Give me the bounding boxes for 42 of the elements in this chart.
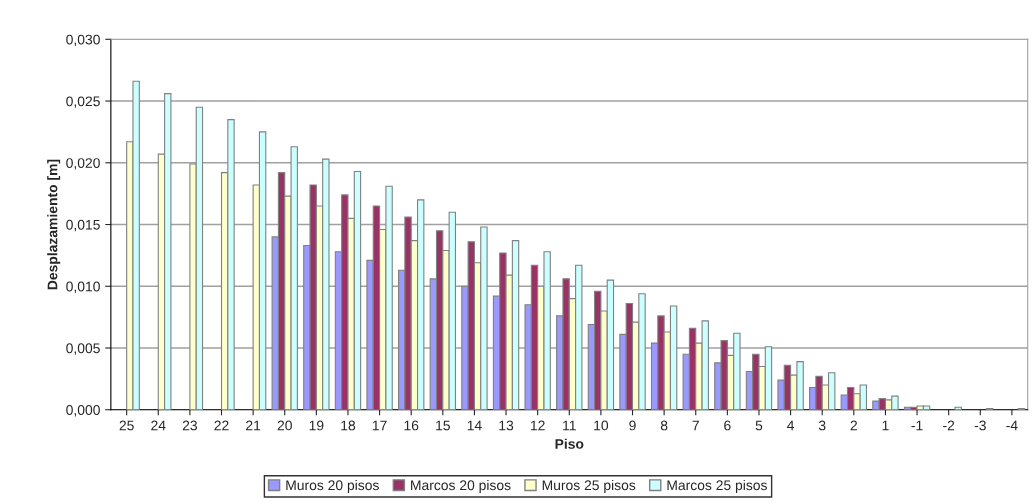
x-tick-label: 9: [629, 420, 636, 431]
x-tick-label: 19: [309, 420, 324, 431]
x-tick-label: 4: [787, 420, 795, 431]
y-axis-title: Desplazamiento [m]: [47, 159, 61, 290]
x-tick-label: 15: [436, 420, 450, 431]
x-tick-label: 10: [594, 420, 609, 431]
x-tick-label: 21: [246, 420, 261, 431]
x-tick-label: 20: [277, 420, 292, 431]
x-tick-label: 23: [182, 420, 198, 431]
x-tick-label: 17: [372, 420, 387, 431]
x-tick-label: 16: [404, 420, 419, 431]
y-tick-label: 0,020: [66, 158, 100, 170]
y-tick-label: 0,005: [66, 343, 100, 355]
x-tick-label: 7: [692, 420, 699, 431]
x-tick-label: -1: [911, 420, 923, 431]
x-tick-label: 18: [341, 420, 356, 431]
x-tick-label: 3: [818, 420, 826, 431]
legend-label: Muros 25 pisos: [542, 479, 636, 493]
x-tick-label: 13: [499, 420, 514, 431]
x-tick-label: 5: [755, 420, 763, 431]
x-tick-label: 11: [563, 420, 576, 431]
x-tick-label: -4: [1006, 420, 1018, 431]
x-tick-label: 2: [850, 420, 857, 431]
x-tick-label: 12: [531, 420, 545, 431]
y-tick-label: 0,030: [66, 34, 100, 47]
y-tick-label: 0,010: [66, 281, 100, 294]
x-tick-label: 24: [151, 420, 166, 431]
x-tick-label: 14: [467, 420, 482, 431]
x-tick-label: 22: [214, 420, 229, 431]
legend-label: Marcos 20 pisos: [411, 479, 511, 493]
y-tick-label: 0,015: [66, 219, 100, 232]
legend-label: Muros 20 pisos: [286, 479, 379, 493]
y-tick-label: 0,025: [66, 96, 100, 108]
x-tick-label: -3: [974, 420, 986, 431]
x-tick-label: -2: [943, 420, 955, 431]
x-tick-label: 1: [882, 420, 889, 431]
x-tick-label: 25: [119, 420, 134, 431]
y-tick-label: 0,000: [66, 405, 100, 417]
x-tick-label: 6: [724, 420, 731, 431]
x-tick-label: 8: [660, 420, 668, 431]
legend-label: Marcos 25 pisos: [667, 479, 767, 493]
x-axis-title: Piso: [555, 438, 584, 449]
